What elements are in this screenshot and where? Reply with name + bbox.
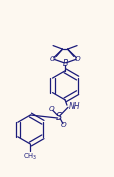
Text: O: O bbox=[60, 122, 66, 128]
Text: O: O bbox=[48, 106, 54, 112]
Text: NH: NH bbox=[68, 102, 80, 111]
Text: S: S bbox=[55, 112, 61, 122]
Text: B: B bbox=[62, 59, 67, 68]
Text: CH$_3$: CH$_3$ bbox=[23, 152, 37, 162]
Text: O: O bbox=[74, 56, 79, 62]
Text: O: O bbox=[49, 56, 55, 62]
